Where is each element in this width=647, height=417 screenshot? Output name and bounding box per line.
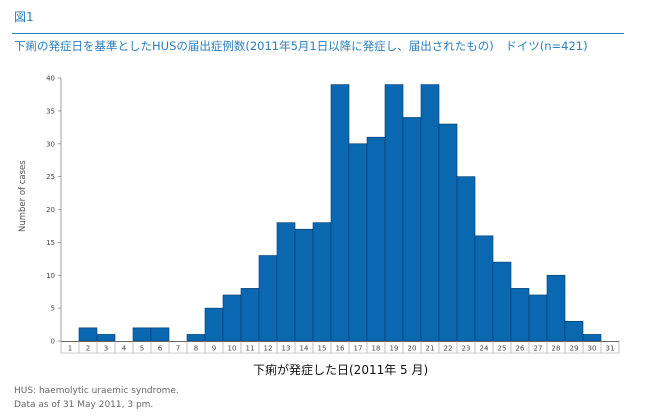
x-tick-label: 5 [140,345,144,353]
x-tick-label: 6 [158,345,163,353]
x-tick-label: 30 [588,345,597,353]
bar-day-27 [528,294,548,342]
bar-day-17 [348,143,368,342]
y-tick-label: 30 [46,140,55,148]
bar-day-18 [366,136,386,342]
bar-day-6 [150,327,170,342]
bar-day-23 [456,176,476,342]
bar-day-24 [474,235,494,342]
x-tick-label: 26 [516,345,525,353]
bar-day-3 [96,334,116,342]
x-tick-label: 13 [282,345,291,353]
x-tick-label: 2 [86,345,90,353]
bar-day-16 [330,84,350,342]
x-tick-label: 19 [390,345,399,353]
x-tick-label: 7 [176,345,180,353]
bar-day-9 [204,307,224,342]
bar-day-28 [546,274,566,342]
x-tick-label: 22 [444,345,453,353]
x-tick-label: 3 [104,345,108,353]
x-tick-label: 28 [552,345,561,353]
bar-day-21 [420,84,440,342]
y-tick-label: 25 [46,173,55,181]
y-tick-label: 20 [46,206,55,214]
x-tick-label: 23 [462,345,471,353]
y-tick-label: 15 [46,239,55,247]
x-tick-label: 9 [212,345,216,353]
bar-day-29 [564,320,584,342]
footnote-hus: HUS: haemolytic uraemic syndrome. [14,386,179,396]
x-tick-label: 27 [534,345,543,353]
figure-label: 図1 [14,10,34,24]
x-tick-label: 10 [228,345,237,353]
bar-day-30 [582,334,602,342]
title-divider [12,33,624,34]
bar-day-25 [492,261,512,342]
x-tick-label: 25 [498,345,507,353]
x-tick-label: 4 [122,345,127,353]
bar-day-26 [510,288,530,342]
y-tick-label: 0 [51,338,55,346]
x-tick-label: 18 [372,345,381,353]
bar-day-2 [78,327,98,342]
chart-title: 下痢の発症日を基準としたHUSの届出症例数(2011年5月1日以降に発症し、届出… [14,39,588,53]
x-tick-label: 17 [354,345,363,353]
x-tick-label: 20 [408,345,417,353]
x-tick-label: 8 [194,345,198,353]
x-tick-label: 16 [336,345,345,353]
x-tick-label: 12 [264,345,273,353]
x-tick-label: 11 [246,345,255,353]
bar-day-11 [240,288,260,342]
bar-day-13 [276,222,296,342]
bar-day-15 [312,222,332,342]
bar-day-8 [186,334,206,342]
x-tick-label: 29 [570,345,579,353]
bar-day-19 [384,84,404,342]
x-tick-label: 15 [318,345,327,353]
bar-day-12 [258,255,278,342]
bar-day-14 [294,228,314,342]
y-tick-label: 10 [46,272,55,280]
x-tick-label: 31 [606,345,615,353]
x-axis-label: 下痢が発症した日(2011年 5 月) [253,363,429,377]
y-tick-label: 40 [46,75,55,83]
footnote-data-date: Data as of 31 May 2011, 3 pm. [14,400,154,410]
bar-day-22 [438,123,458,342]
bar-day-10 [222,294,242,342]
y-tick-label: 35 [46,107,55,115]
x-tick-label: 1 [68,345,72,353]
x-tick-label: 21 [426,345,435,353]
x-tick-label: 14 [300,345,309,353]
y-tick-label: 5 [51,305,55,313]
bar-day-5 [132,327,152,342]
x-tick-label: 24 [480,345,489,353]
bar-day-20 [402,117,422,342]
